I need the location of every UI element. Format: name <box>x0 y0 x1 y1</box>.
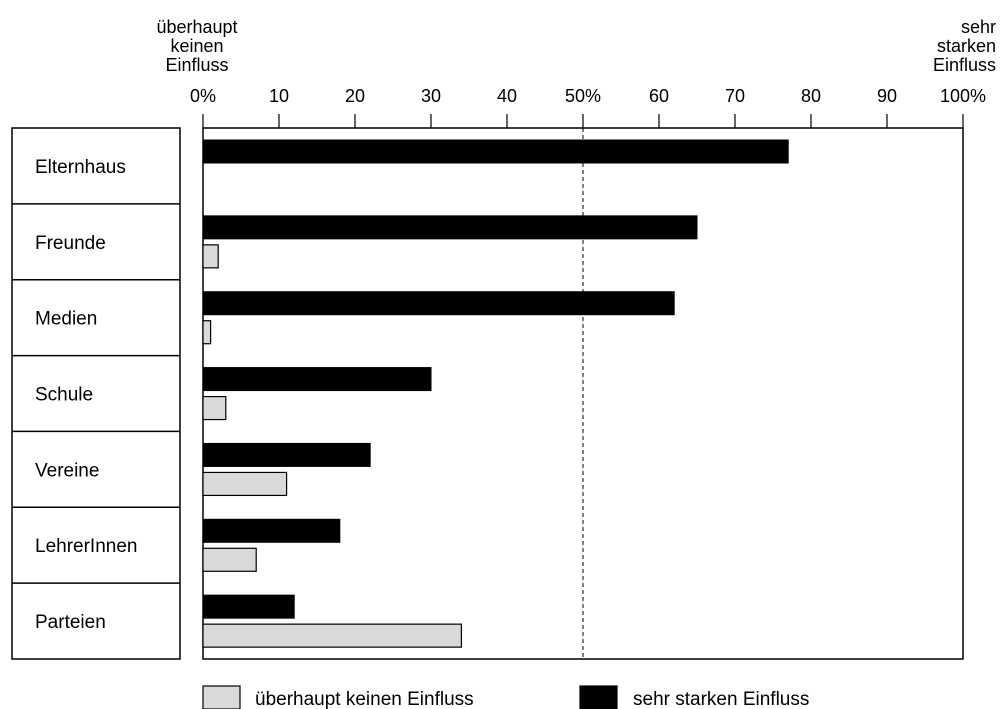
bar-ueberhaupt-keinen-einfluss <box>202 471 288 497</box>
x-tick-label: 60 <box>649 86 669 106</box>
x-tick-label: 20 <box>345 86 365 106</box>
legend-label: überhaupt keinen Einfluss <box>255 689 474 709</box>
x-tick-label: 10 <box>269 86 289 106</box>
bar-ueberhaupt-keinen-einfluss <box>202 244 219 269</box>
axis-title-left: überhaupt <box>156 17 237 37</box>
x-tick-label: 80 <box>801 86 821 106</box>
bar-sehr-starken-einfluss <box>202 367 432 392</box>
axis-title-right: sehr <box>961 17 996 37</box>
bar-sehr-starken-einfluss <box>202 215 698 240</box>
axis-title-right: Einfluss <box>933 55 996 75</box>
bar-ueberhaupt-keinen-einfluss <box>202 395 227 421</box>
category-label: LehrerInnen <box>35 536 137 557</box>
category-label: Elternhaus <box>35 157 126 178</box>
legend-swatch <box>202 685 241 709</box>
bar-sehr-starken-einfluss <box>202 442 371 467</box>
x-tick-label: 0% <box>190 86 216 106</box>
bar-ueberhaupt-keinen-einfluss <box>202 320 212 345</box>
category-label: Schule <box>35 385 93 406</box>
bar-sehr-starken-einfluss <box>202 518 341 543</box>
bar-ueberhaupt-keinen-einfluss <box>202 547 257 572</box>
bar-sehr-starken-einfluss <box>202 594 295 619</box>
axis-title-left: Einfluss <box>165 55 228 75</box>
category-label: Medien <box>35 309 97 330</box>
x-tick-label: 30 <box>421 86 441 106</box>
category-label: Vereine <box>35 460 99 481</box>
axis-title-left: keinen <box>170 36 223 56</box>
bar-sehr-starken-einfluss <box>202 139 789 164</box>
x-tick-label: 90 <box>877 86 897 106</box>
x-tick-label: 70 <box>725 86 745 106</box>
x-tick-label: 100% <box>940 86 986 106</box>
category-label-frame <box>11 127 181 660</box>
x-tick-label: 40 <box>497 86 517 106</box>
bar-sehr-starken-einfluss <box>202 291 675 316</box>
legend-label: sehr starken Einfluss <box>633 689 809 709</box>
legend-swatch <box>579 685 618 709</box>
x-tick-label: 50% <box>565 86 601 106</box>
category-label: Parteien <box>35 612 106 633</box>
category-label: Freunde <box>35 233 106 254</box>
axis-title-right: starken <box>937 36 996 56</box>
bar-ueberhaupt-keinen-einfluss <box>202 623 462 648</box>
